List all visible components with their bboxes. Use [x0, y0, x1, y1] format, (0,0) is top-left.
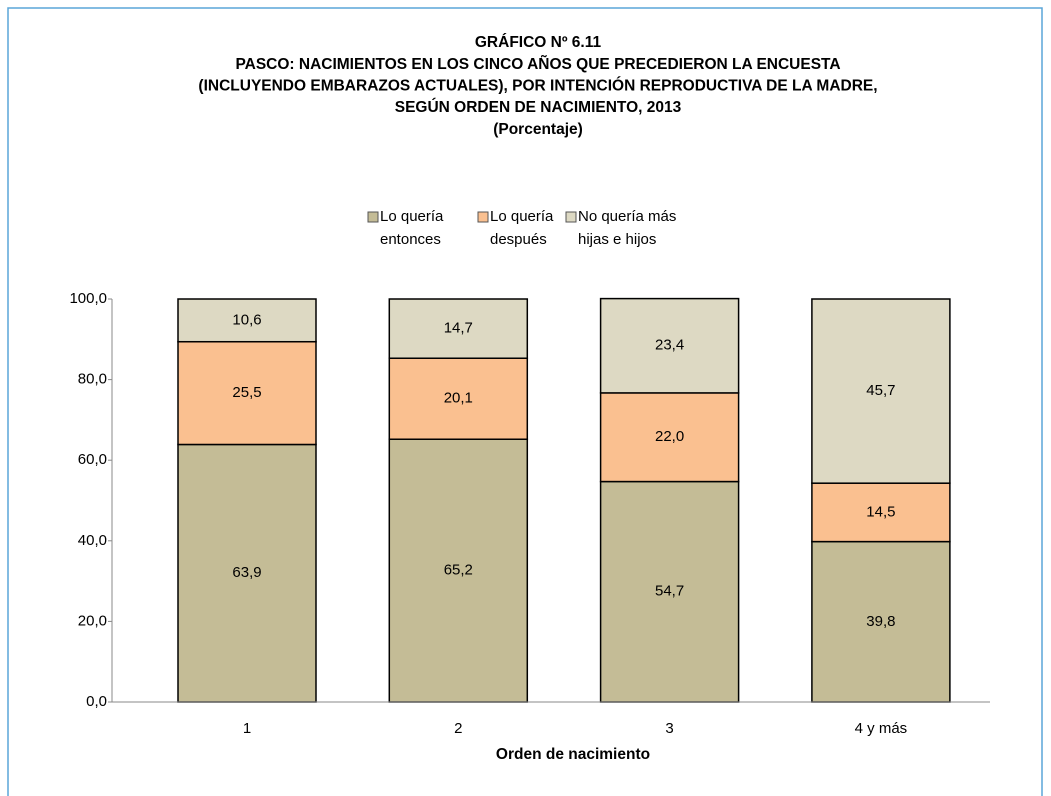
x-tick-label: 1	[243, 720, 251, 737]
bar-segment	[811, 298, 951, 484]
data-label: 25,5	[232, 384, 261, 401]
bar-segment	[811, 482, 951, 543]
bar-segment	[599, 392, 740, 483]
bar-segment	[177, 298, 317, 343]
data-label: 20,1	[444, 390, 473, 407]
data-label: 54,7	[655, 583, 684, 600]
legend-label: Lo quería entonces	[380, 208, 444, 248]
data-label: 45,7	[866, 382, 895, 399]
x-tick-label: 4 y más	[855, 720, 908, 737]
bar-segment	[177, 443, 317, 703]
y-tick-label: 40,0	[78, 532, 107, 549]
chart-title: PASCO: NACIMIENTOS EN LOS CINCO AÑOS QUE…	[235, 55, 840, 73]
bar-segment	[811, 540, 951, 703]
y-tick-label: 100,0	[69, 290, 107, 307]
data-label: 22,0	[655, 428, 684, 445]
x-tick-label: 2	[454, 720, 462, 737]
bar-segment	[177, 340, 317, 446]
legend-label: Lo quería después	[490, 208, 554, 248]
chart-title: (INCLUYENDO EMBARAZOS ACTUALES), POR INT…	[198, 76, 877, 94]
frame	[7, 7, 1043, 796]
data-label: 39,8	[866, 613, 895, 630]
chart-subtitle: (Porcentaje)	[493, 121, 583, 138]
y-tick-label: 20,0	[78, 612, 107, 629]
data-label: 10,6	[232, 311, 261, 328]
bar-segment	[388, 298, 529, 359]
y-tick-label: 60,0	[78, 451, 107, 468]
bar-segment	[388, 438, 529, 703]
data-label: 63,9	[232, 564, 261, 581]
legend-swatch	[477, 211, 489, 223]
y-tick-label: 80,0	[78, 371, 107, 388]
data-label: 65,2	[444, 562, 473, 579]
chart-title: GRÁFICO Nº 6.11	[475, 34, 602, 51]
legend-label: No quería más hijas e hijos	[578, 208, 677, 248]
bar-segment	[388, 357, 529, 440]
x-axis-label: Orden de nacimiento	[496, 746, 650, 763]
chart-title: SEGÚN ORDEN DE NACIMIENTO, 2013	[395, 98, 682, 116]
x-tick-label: 3	[665, 720, 673, 737]
data-label: 14,5	[866, 503, 895, 520]
data-label: 23,4	[655, 337, 684, 354]
legend-swatch	[367, 211, 379, 223]
y-tick-label: 0,0	[86, 693, 107, 710]
legend-swatch	[565, 211, 577, 223]
bar-segment	[599, 297, 740, 394]
data-label: 14,7	[444, 320, 473, 337]
